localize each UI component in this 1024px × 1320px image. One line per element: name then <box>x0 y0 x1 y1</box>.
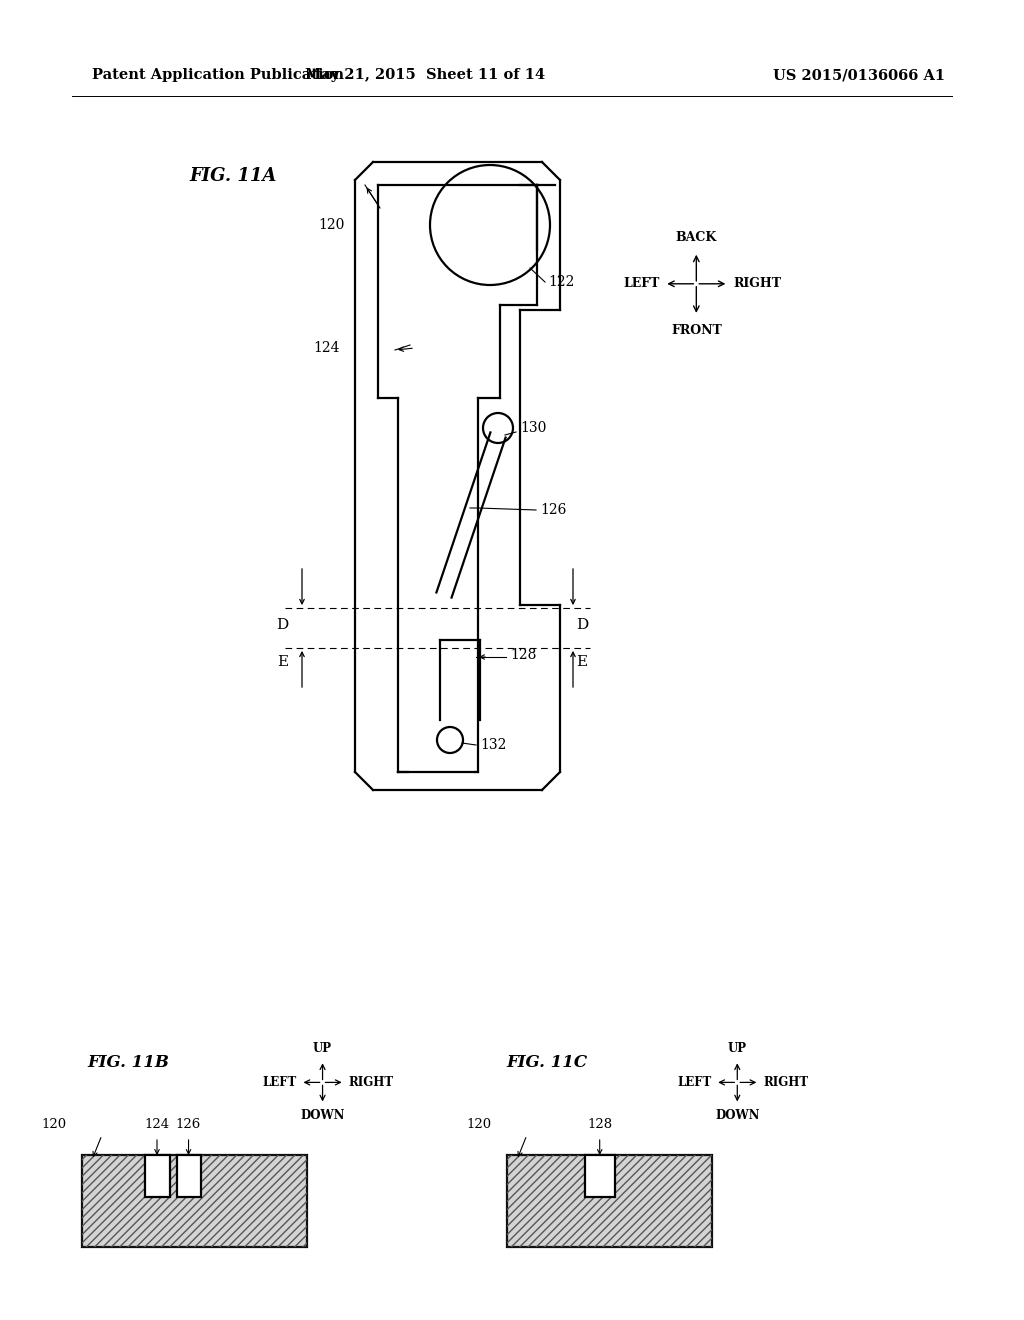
Text: RIGHT: RIGHT <box>733 277 781 290</box>
Text: 132: 132 <box>480 738 507 752</box>
Text: 120: 120 <box>467 1118 492 1131</box>
Bar <box>176 1155 202 1196</box>
Text: 128: 128 <box>587 1118 612 1131</box>
Bar <box>585 1155 615 1196</box>
Bar <box>82 1155 307 1247</box>
Bar <box>145 1155 170 1196</box>
Text: 120: 120 <box>318 218 345 232</box>
Text: FIG. 11B: FIG. 11B <box>87 1055 169 1071</box>
Text: UP: UP <box>728 1043 746 1056</box>
Text: LEFT: LEFT <box>623 277 659 290</box>
Text: FRONT: FRONT <box>671 323 722 337</box>
Text: 124: 124 <box>144 1118 170 1131</box>
Text: E: E <box>575 655 587 669</box>
Text: RIGHT: RIGHT <box>348 1076 393 1089</box>
Bar <box>507 1155 712 1247</box>
Text: US 2015/0136066 A1: US 2015/0136066 A1 <box>773 69 945 82</box>
Text: 124: 124 <box>313 341 340 355</box>
Text: BACK: BACK <box>676 231 717 244</box>
Text: RIGHT: RIGHT <box>763 1076 808 1089</box>
Text: 122: 122 <box>548 275 574 289</box>
Text: 120: 120 <box>42 1118 67 1131</box>
Text: LEFT: LEFT <box>262 1076 297 1089</box>
Text: D: D <box>575 618 588 632</box>
Text: E: E <box>276 655 288 669</box>
Text: DOWN: DOWN <box>715 1109 760 1122</box>
Text: D: D <box>275 618 288 632</box>
Text: Patent Application Publication: Patent Application Publication <box>92 69 344 82</box>
Bar <box>507 1155 712 1247</box>
Text: FIG. 11A: FIG. 11A <box>189 166 276 185</box>
Text: 130: 130 <box>520 421 547 436</box>
Bar <box>82 1155 307 1247</box>
Text: May 21, 2015  Sheet 11 of 14: May 21, 2015 Sheet 11 of 14 <box>305 69 545 82</box>
Text: LEFT: LEFT <box>677 1076 712 1089</box>
Text: DOWN: DOWN <box>300 1109 345 1122</box>
Text: FIG. 11C: FIG. 11C <box>507 1055 588 1071</box>
Text: 126: 126 <box>540 503 566 517</box>
Text: 128: 128 <box>510 648 537 663</box>
Text: 126: 126 <box>176 1118 201 1131</box>
Text: UP: UP <box>313 1043 332 1056</box>
